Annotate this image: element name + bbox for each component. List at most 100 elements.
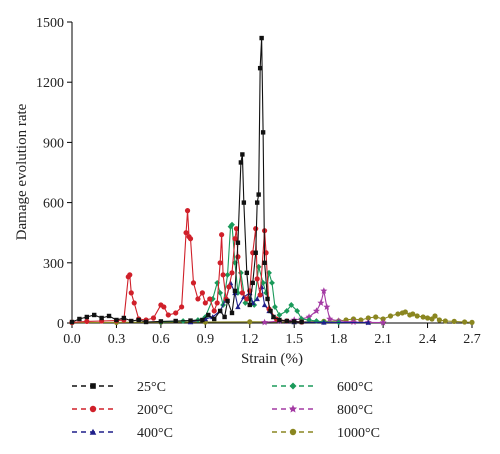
data-point (294, 308, 301, 314)
legend-marker (89, 428, 97, 435)
data-point (317, 299, 325, 306)
data-point (469, 319, 475, 325)
x-tick-label: 1.5 (285, 332, 303, 347)
data-point (229, 221, 235, 228)
data-point (321, 319, 327, 325)
data-point (136, 317, 141, 323)
data-point (259, 35, 264, 41)
data-point (254, 200, 260, 205)
legend-label: 25°C (137, 380, 166, 395)
data-point (235, 304, 241, 310)
data-point (195, 296, 201, 302)
data-point (235, 254, 241, 260)
x-tick-label: 2.1 (374, 332, 392, 347)
data-point (173, 318, 178, 324)
data-point (451, 318, 457, 324)
data-point (247, 319, 253, 325)
data-point (262, 260, 267, 265)
legend-marker (289, 382, 297, 390)
data-point (292, 319, 297, 324)
data-point (190, 280, 197, 286)
legend-item: 400°C (72, 426, 173, 441)
data-point (214, 300, 220, 306)
legend-item: 1000°C (272, 426, 380, 441)
data-point (217, 308, 223, 314)
data-point (283, 308, 290, 314)
data-point (229, 310, 235, 316)
data-point (326, 315, 334, 322)
data-point (436, 317, 443, 323)
data-point (106, 313, 112, 319)
data-point (323, 303, 331, 310)
y-tick-label: 600 (43, 197, 64, 212)
data-point (150, 315, 157, 321)
series-1 (69, 208, 305, 325)
data-point (284, 318, 290, 324)
data-point (237, 269, 244, 276)
data-point (250, 280, 255, 286)
series-line (71, 210, 302, 323)
data-point (253, 226, 259, 232)
data-point (92, 312, 97, 318)
data-point (261, 302, 268, 308)
data-point (265, 296, 270, 302)
legend-label: 800°C (337, 403, 373, 418)
data-point (99, 315, 104, 321)
data-point (387, 313, 394, 319)
data-point (312, 307, 320, 314)
x-tick-label: 1.2 (241, 332, 259, 347)
data-point (161, 304, 167, 310)
data-point (77, 316, 82, 322)
data-point (225, 298, 230, 304)
data-point (222, 314, 227, 320)
data-point (442, 318, 448, 324)
x-tick-label: 0.9 (197, 332, 215, 347)
y-tick-label: 1200 (36, 76, 64, 91)
data-point (235, 240, 241, 245)
data-point (232, 236, 238, 242)
data-point (247, 302, 252, 308)
data-point (226, 284, 232, 290)
data-point (261, 318, 269, 326)
legend-item: 600°C (272, 380, 373, 395)
data-point (410, 311, 416, 317)
data-point (240, 152, 245, 157)
x-tick-label: 0.6 (152, 332, 170, 347)
data-point (461, 319, 468, 325)
series-line (264, 290, 384, 324)
data-point (373, 314, 379, 320)
data-point (188, 318, 193, 323)
data-point (254, 276, 260, 282)
data-point (121, 315, 127, 321)
legend-item: 200°C (72, 403, 173, 418)
data-point (320, 287, 328, 294)
data-point (299, 319, 304, 325)
y-tick-label: 0 (57, 317, 64, 332)
data-point (254, 296, 260, 302)
data-point (232, 288, 238, 294)
data-point (395, 311, 401, 317)
data-point (233, 226, 240, 232)
y-tick-label: 300 (43, 257, 64, 272)
x-tick-label: 1.8 (330, 332, 348, 347)
data-point (84, 314, 90, 320)
data-point (114, 317, 119, 323)
data-point (224, 271, 231, 278)
data-point (217, 260, 223, 266)
data-point (173, 310, 179, 316)
data-point (349, 318, 357, 325)
data-point (202, 300, 208, 306)
y-tick-label: 900 (43, 136, 64, 151)
x-tick-label: 2.7 (463, 332, 481, 347)
x-tick-label: 2.4 (419, 332, 437, 347)
data-point (219, 232, 225, 238)
data-point (238, 160, 244, 165)
data-point (184, 208, 191, 214)
data-point (257, 65, 263, 71)
legend-item: 800°C (272, 403, 373, 418)
plot-series (69, 35, 475, 326)
data-point (257, 292, 263, 298)
data-point (244, 270, 250, 276)
data-point (414, 313, 420, 319)
legend-label: 1000°C (337, 426, 380, 441)
